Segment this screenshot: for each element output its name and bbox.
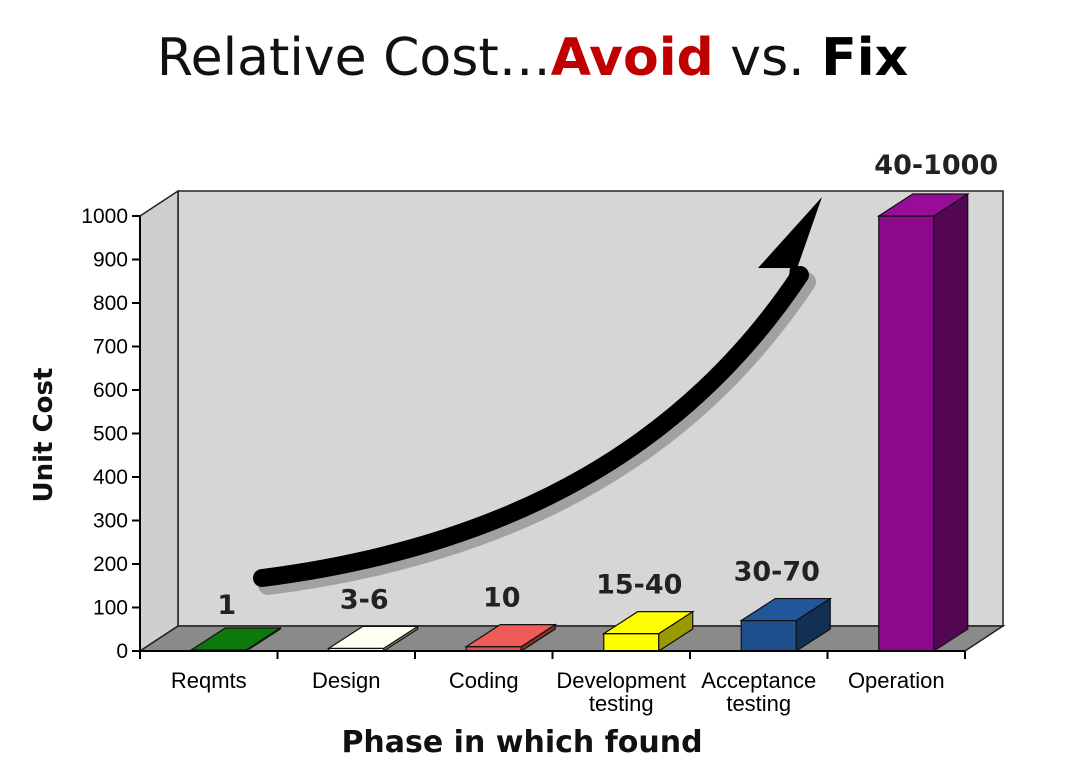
data-label: 40-1000: [874, 150, 998, 181]
data-label: 3-6: [340, 584, 389, 615]
bar: [876, 192, 970, 653]
x-category-label: Design: [312, 668, 380, 693]
bar: [601, 610, 695, 653]
bars: [189, 192, 970, 653]
x-category-label: Development: [556, 668, 686, 693]
x-axis-title: Phase in which found: [341, 725, 702, 760]
x-category-label: Operation: [848, 668, 945, 693]
side-wall: [139, 189, 179, 653]
data-labels: 1 3-6 10 15-40 30-70 40-1000: [217, 150, 998, 621]
data-label: 10: [483, 583, 521, 614]
title-avoid: Avoid: [550, 28, 714, 88]
y-tick-label: 800: [93, 292, 128, 315]
x-category-label: Acceptance: [701, 668, 816, 693]
chart-title: Relative Cost…Avoid vs. Fix: [0, 28, 1065, 88]
x-category-label: Reqmts: [171, 668, 247, 693]
y-tick-label: 1000: [81, 205, 128, 228]
title-prefix: Relative Cost…: [156, 28, 551, 88]
y-tick-label: 100: [93, 597, 128, 620]
title-middle: vs.: [713, 28, 822, 88]
bar-front: [603, 632, 660, 652]
y-tick-label: 700: [93, 336, 128, 359]
trend-arrow-head: [758, 197, 822, 300]
trend-arrow: [253, 197, 822, 595]
bar-side: [933, 192, 969, 653]
title-fix: Fix: [821, 28, 909, 88]
y-axis-title: Unit Cost: [29, 368, 59, 503]
y-tick-label: 500: [93, 423, 128, 446]
trend-arrow-shaft: [253, 266, 809, 587]
x-category-label: Coding: [449, 668, 519, 693]
data-label: 15-40: [596, 570, 682, 601]
data-label: 1: [217, 590, 236, 621]
y-tick-label: 200: [93, 553, 128, 576]
bar-top: [739, 597, 833, 622]
y-tick-label: 400: [93, 466, 128, 489]
bar-top: [876, 193, 970, 217]
bar: [739, 597, 833, 653]
y-tick-label: 0: [116, 640, 128, 663]
x-axis: Reqmts Design Coding DevelopmenttestingAcce…: [139, 650, 966, 716]
y-axis: 0 100 200 300 400 500 600 700 800 900 1000: [81, 205, 141, 663]
data-label: 30-70: [734, 557, 820, 588]
y-tick-label: 300: [93, 510, 128, 533]
y-tick-label: 600: [93, 379, 128, 402]
bar-front: [740, 619, 797, 652]
bar-top: [464, 624, 558, 648]
x-category-label: testing: [726, 691, 791, 716]
x-category-label: testing: [589, 691, 654, 716]
bar-front: [878, 215, 935, 652]
y-tick-label: 900: [93, 249, 128, 272]
bar-top: [326, 625, 420, 649]
bar-top: [601, 610, 695, 635]
